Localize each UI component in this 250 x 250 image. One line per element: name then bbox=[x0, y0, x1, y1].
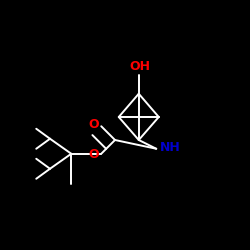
Text: O: O bbox=[88, 118, 99, 132]
Text: NH: NH bbox=[160, 141, 181, 154]
Text: O: O bbox=[88, 148, 99, 162]
Text: OH: OH bbox=[130, 60, 150, 72]
